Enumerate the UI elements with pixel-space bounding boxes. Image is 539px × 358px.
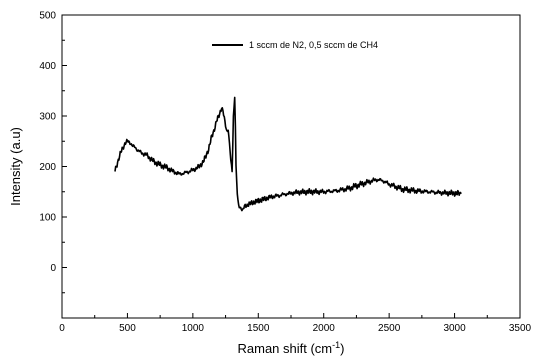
series-line (114, 96, 462, 212)
legend: 1 sccm de N2, 0,5 sccm de CH4 (212, 40, 378, 50)
x-tick-label: 3500 (509, 323, 532, 334)
y-tick-label: 100 (39, 213, 56, 224)
y-axis-ticks: 0 100 200 300 400 500 (39, 11, 67, 294)
x-tick-label: 2500 (378, 323, 401, 334)
y-tick-label: 400 (39, 61, 56, 72)
plot-frame (61, 14, 521, 319)
x-axis-ticks: 0 500 1000 1500 2000 2500 3000 3500 (59, 313, 532, 334)
x-axis-title-sup: -1 (332, 340, 340, 350)
y-axis-title: Intensity (a.u) (8, 127, 23, 206)
y-tick-label: 300 (39, 112, 56, 123)
x-tick-label: 2000 (313, 323, 336, 334)
x-axis-title: Raman shift (cm-1) (238, 340, 345, 356)
x-axis-title-close: ) (340, 341, 344, 356)
legend-label: 1 sccm de N2, 0,5 sccm de CH4 (249, 40, 378, 50)
x-tick-label: 1000 (182, 323, 205, 334)
x-tick-label: 3000 (443, 323, 466, 334)
y-tick-label: 200 (39, 162, 56, 173)
y-tick-label: 0 (50, 263, 56, 274)
x-tick-label: 0 (59, 323, 65, 334)
x-axis-title-base: Raman shift (cm (238, 341, 333, 356)
x-tick-label: 1500 (247, 323, 270, 334)
y-tick-label: 500 (39, 11, 56, 22)
x-tick-label: 500 (119, 323, 136, 334)
